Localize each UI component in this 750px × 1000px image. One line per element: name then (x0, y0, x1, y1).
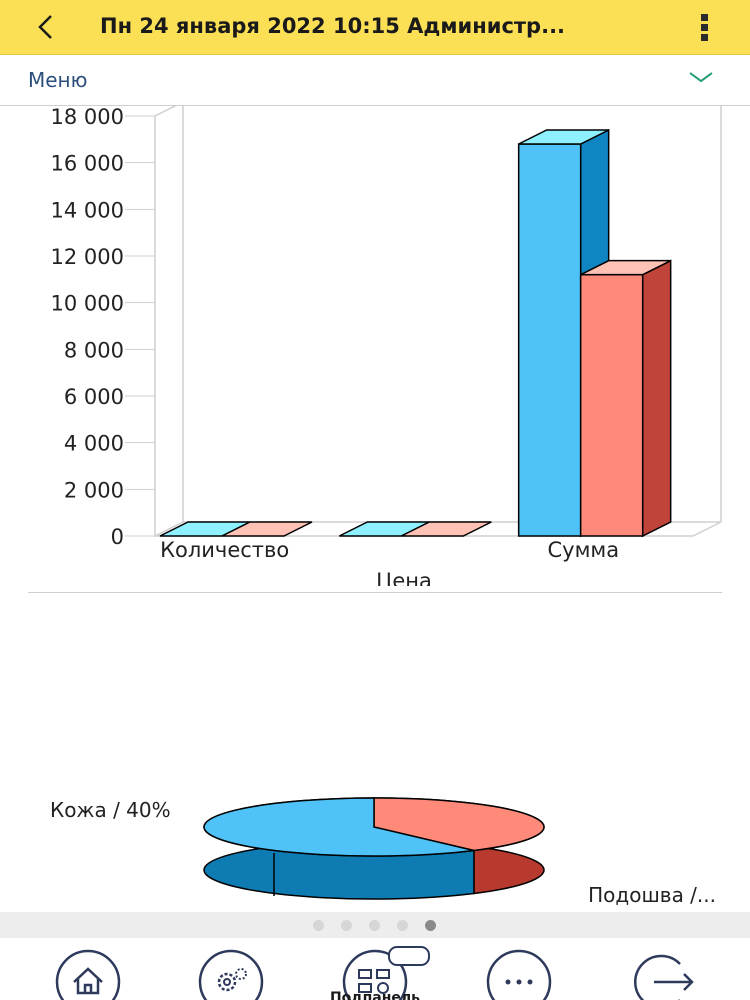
y-tick-label: 8 000 (64, 338, 124, 362)
y-tick-label: 2 000 (64, 478, 124, 502)
chart-back-wall (720, 106, 722, 522)
home-icon[interactable] (54, 948, 122, 1000)
page-dot[interactable] (313, 920, 324, 931)
back-button[interactable] (30, 10, 64, 44)
more-horizontal-icon[interactable] (485, 948, 553, 1000)
more-vertical-icon[interactable] (690, 10, 720, 44)
window-title: Пн 24 января 2022 10:15 Администр... (100, 14, 566, 38)
top-bar: Пн 24 января 2022 10:15 Администр... (0, 0, 750, 55)
page-dot[interactable] (397, 920, 408, 931)
bar-chart: 0 2 000 4 000 6 000 8 000 10 000 12 000 14 000 1… (51, 106, 722, 586)
bar-top (400, 521, 492, 537)
y-tick-label: 0 (111, 525, 124, 549)
y-tick-label: 4 000 (64, 432, 124, 456)
chart-side-wall (154, 106, 184, 538)
page-dot[interactable] (369, 920, 380, 931)
x-category-label: Сумма (548, 538, 620, 562)
page-indicator (0, 912, 750, 938)
nav-label-panel: Подпанель (329, 990, 421, 1000)
bottom-navigation: Подпанель (0, 938, 750, 1000)
bar-top (221, 521, 313, 537)
bar (517, 143, 582, 537)
pie-label: Подошва /... (588, 883, 716, 907)
bar-top (518, 129, 610, 145)
pie-slice (203, 797, 475, 857)
settings-gears-icon[interactable] (197, 948, 265, 1000)
pie-label: Кожа / 40% (50, 798, 171, 822)
chevron-down-icon[interactable] (686, 66, 716, 88)
pie-slice (373, 797, 545, 852)
divider (28, 592, 722, 593)
y-tick-label: 18 000 (51, 106, 124, 129)
menu-label: Меню (28, 68, 88, 92)
x-category-label: Количество (160, 538, 289, 562)
check-badge-icon (388, 946, 430, 966)
chevron-left-icon (38, 15, 52, 39)
y-tick-label: 12 000 (51, 245, 124, 269)
x-category-label: Цена (376, 569, 432, 586)
page-dot[interactable] (341, 920, 352, 931)
bar-top (580, 259, 672, 276)
bar (579, 273, 644, 537)
pie-chart: Кожа / 40% Подошва /... (50, 797, 716, 907)
y-tick-label: 6 000 (64, 385, 124, 409)
y-tick-label: 10 000 (51, 292, 124, 316)
bar-side (641, 259, 672, 538)
page-dot-active[interactable] (425, 920, 436, 931)
y-tick-label: 16 000 (51, 152, 124, 176)
exit-arrow-icon[interactable] (628, 948, 696, 1000)
subsystems-panel-icon[interactable] (341, 948, 409, 1000)
menu-bar[interactable]: Меню (0, 55, 750, 106)
y-tick-label: 14 000 (51, 198, 124, 222)
